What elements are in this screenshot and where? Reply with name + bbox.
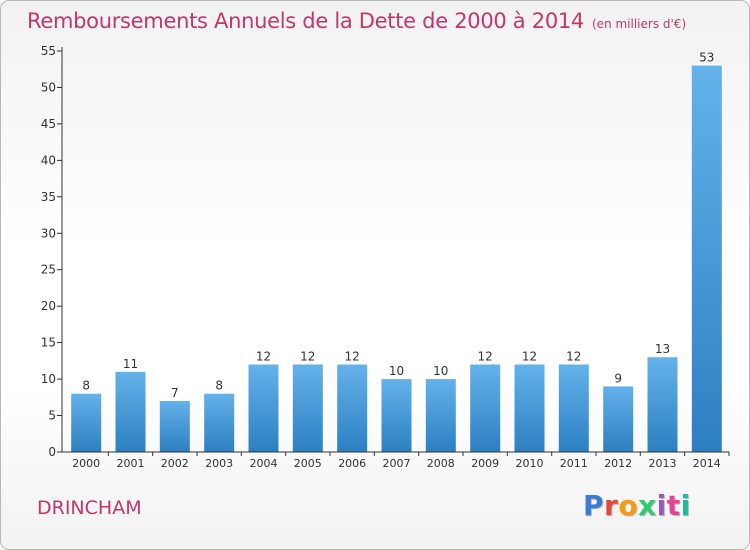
value-label-2007: 10	[389, 364, 404, 378]
bar-2014	[691, 65, 722, 452]
y-tick-label-40: 40	[41, 153, 56, 167]
x-tick-label-2008: 2008	[427, 457, 455, 470]
bar-2013	[647, 357, 678, 452]
x-tick-label-2012: 2012	[604, 457, 632, 470]
value-label-2000: 8	[82, 379, 90, 393]
commune-name: DRINCHAM	[37, 497, 142, 519]
value-label-2014: 53	[699, 51, 714, 65]
y-tick-label-50: 50	[41, 81, 56, 95]
logo-letter: i	[680, 489, 691, 522]
x-tick-label-2003: 2003	[205, 457, 233, 470]
x-tick-label-2002: 2002	[161, 457, 189, 470]
value-label-2001: 11	[123, 357, 138, 371]
value-label-2010: 12	[522, 350, 537, 364]
y-tick-label-45: 45	[41, 117, 56, 131]
logo-letter: P	[583, 489, 605, 522]
title-block: Remboursements Annuels de la Dette de 20…	[27, 9, 686, 33]
y-tick-label-5: 5	[48, 409, 56, 423]
logo-letter: t	[666, 489, 681, 522]
value-label-2013: 13	[655, 342, 670, 356]
logo-letter: i	[656, 489, 667, 522]
y-tick-label-25: 25	[41, 263, 56, 277]
x-tick-label-2000: 2000	[72, 457, 100, 470]
bar-2005	[292, 364, 323, 452]
value-label-2012: 9	[614, 371, 622, 385]
y-tick-label-35: 35	[41, 190, 56, 204]
bars-group	[71, 65, 722, 452]
value-label-2004: 12	[256, 350, 271, 364]
labels-group: 8200011200172002820031220041220051220061…	[41, 44, 721, 470]
value-label-2002: 7	[171, 386, 179, 400]
y-tick-label-20: 20	[41, 299, 56, 313]
logo-letter: x	[638, 489, 657, 522]
chart-subtitle: (en milliers d'€)	[592, 17, 687, 31]
y-tick-label-10: 10	[41, 372, 56, 386]
value-label-2009: 12	[478, 350, 493, 364]
x-tick-label-2009: 2009	[471, 457, 499, 470]
logo-letter: o	[618, 489, 639, 522]
x-tick-label-2007: 2007	[383, 457, 411, 470]
bar-2001	[115, 371, 146, 452]
value-label-2011: 12	[566, 350, 581, 364]
value-label-2003: 8	[215, 379, 223, 393]
x-tick-label-2011: 2011	[560, 457, 588, 470]
bar-2003	[204, 393, 235, 452]
y-tick-label-0: 0	[48, 445, 56, 459]
value-label-2008: 10	[433, 364, 448, 378]
bar-2002	[159, 401, 190, 452]
bar-2000	[71, 393, 102, 452]
x-tick-label-2013: 2013	[649, 457, 677, 470]
bar-2008	[425, 379, 456, 452]
x-tick-label-2006: 2006	[338, 457, 366, 470]
value-label-2005: 12	[300, 350, 315, 364]
proxiti-logo: Proxiti	[583, 489, 691, 522]
y-tick-label-55: 55	[41, 44, 56, 58]
y-tick-label-30: 30	[41, 226, 56, 240]
x-tick-label-2014: 2014	[693, 457, 721, 470]
x-tick-label-2010: 2010	[516, 457, 544, 470]
bar-2009	[470, 364, 501, 452]
value-label-2006: 12	[345, 350, 360, 364]
bar-2012	[603, 386, 634, 452]
chart-title: Remboursements Annuels de la Dette de 20…	[27, 9, 584, 33]
logo-letter: r	[604, 489, 619, 522]
axes-group	[57, 47, 730, 456]
bar-2006	[337, 364, 368, 452]
x-tick-label-2005: 2005	[294, 457, 322, 470]
bar-2011	[558, 364, 589, 452]
x-tick-label-2004: 2004	[250, 457, 278, 470]
bar-2010	[514, 364, 545, 452]
bar-2007	[381, 379, 412, 452]
bar-2004	[248, 364, 279, 452]
y-tick-label-15: 15	[41, 336, 56, 350]
x-tick-label-2001: 2001	[117, 457, 145, 470]
